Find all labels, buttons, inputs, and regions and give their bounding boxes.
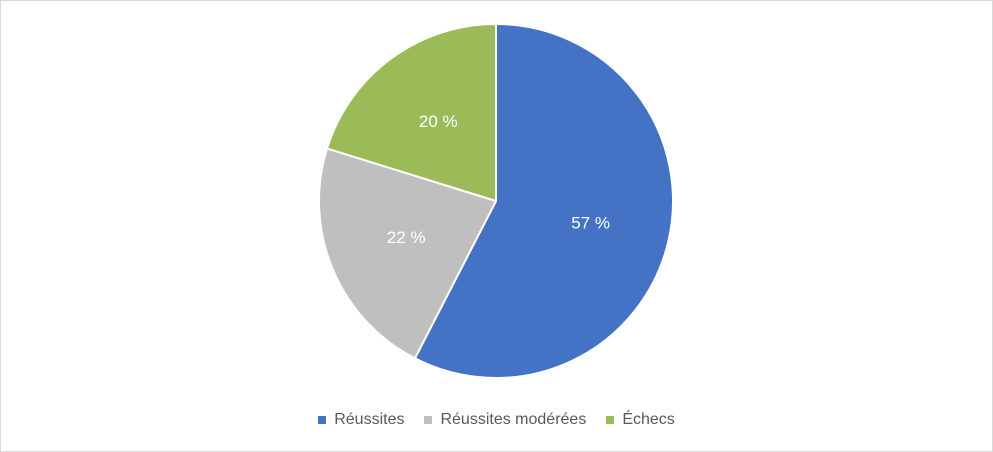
legend-item-reussites-moderees: Réussites modérées	[424, 411, 586, 429]
legend-label-echecs: Échecs	[622, 411, 675, 428]
data-label-reussites: 57 %	[571, 213, 610, 232]
pie-labels: 57 % 22 % 20 %	[387, 112, 610, 247]
pie-slice-reussites	[413, 23, 674, 379]
legend-swatch-reussites	[318, 416, 327, 424]
legend-item-echecs: Échecs	[606, 411, 675, 429]
legend-swatch-echecs	[606, 416, 615, 424]
data-label-reussites-moderees: 22 %	[387, 228, 426, 247]
pie-slice-echecs	[325, 23, 497, 202]
legend-item-reussites: Réussites	[318, 411, 404, 429]
pie-slices	[318, 23, 674, 379]
data-label-echecs: 20 %	[419, 112, 458, 131]
legend-swatch-reussites-moderees	[424, 416, 433, 424]
legend-label-reussites-moderees: Réussites modérées	[440, 411, 587, 428]
pie-slice-reussites-moderees	[318, 147, 497, 360]
legend: Réussites Réussites modérées Échecs	[0, 408, 993, 432]
pie-chart: 57 % 22 % 20 %	[318, 23, 674, 379]
legend-label-reussites: Réussites	[334, 411, 405, 428]
